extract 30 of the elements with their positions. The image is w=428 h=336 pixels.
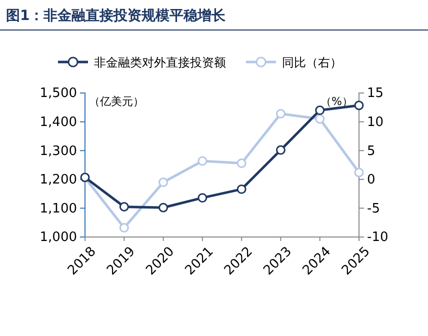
y-tick-label: 1,500 [40, 86, 77, 102]
y-tick-label: 1,400 [40, 114, 77, 130]
point [158, 202, 168, 212]
y-tick-label: 1,000 [40, 230, 77, 246]
y-tick-label: 1,200 [40, 172, 77, 188]
y-tick-label: 1,100 [40, 201, 77, 216]
point [276, 109, 286, 118]
y-axis-title: （亿美元） [89, 95, 144, 108]
point [119, 202, 129, 212]
point [236, 184, 246, 194]
chart-title: 图1：非金融直接投资规模平稳增长 [6, 7, 227, 24]
point [198, 193, 208, 203]
point [276, 145, 286, 155]
point [198, 156, 208, 166]
point [236, 158, 246, 168]
point [354, 100, 364, 110]
y2-tick-label: -5 [367, 201, 380, 216]
point [158, 178, 168, 188]
legend-label: 同比（右） [282, 56, 342, 70]
legend-label: 非金融类对外直接投资额 [94, 56, 226, 70]
point [315, 114, 325, 124]
y2-tick-label: 0 [367, 172, 376, 188]
y2-tick-label: 15 [367, 86, 384, 102]
y2-tick-label: 5 [367, 144, 376, 159]
y-tick-label: 1,300 [40, 144, 77, 159]
y2-tick-label: 10 [367, 114, 384, 130]
point [315, 106, 325, 116]
point [354, 168, 364, 178]
point [119, 223, 129, 233]
y2-tick-label: -10 [367, 230, 388, 246]
